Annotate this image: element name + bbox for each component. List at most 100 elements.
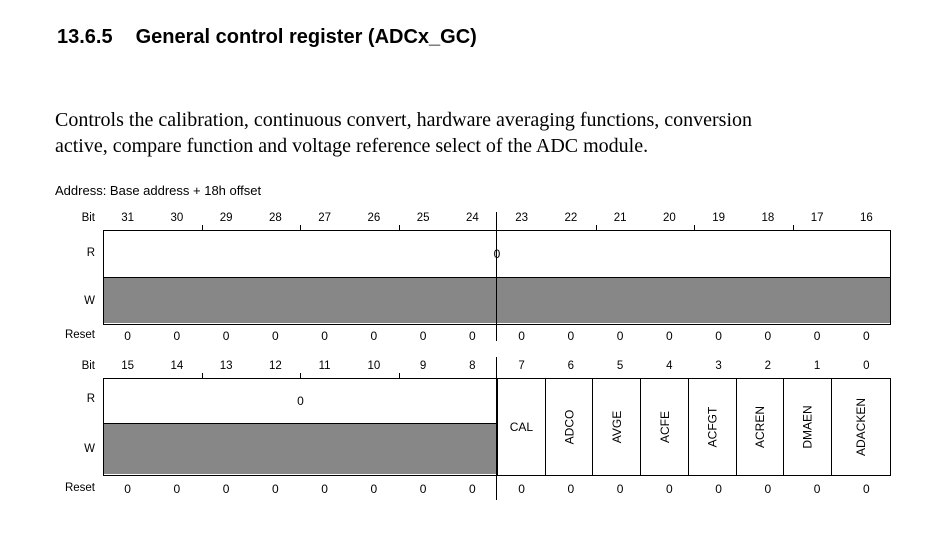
reset-value: 0 [419, 482, 427, 496]
bit-number: 8 [469, 360, 476, 372]
field-cell: ACFE [640, 379, 688, 475]
reset-value: 0 [863, 482, 870, 496]
bit-number: 2 [764, 360, 772, 372]
reset-value: 0 [419, 329, 427, 343]
reset-value: 0 [469, 482, 476, 496]
lower-byte-divider-line [496, 357, 497, 500]
reset-value: 0 [124, 482, 131, 496]
upper-bit-numbers: 31 30 29 28 27 26 25 24 23 22 21 20 19 18 17 16 [103, 212, 891, 224]
bit-number: 30 [170, 212, 184, 224]
bit-number: 3 [715, 360, 722, 372]
field-label: ADACKEN [854, 397, 869, 457]
reset-value: 0 [863, 329, 870, 343]
upper-register-box: 0 [103, 230, 891, 325]
bit-number: 28 [268, 212, 282, 224]
lower-write-row-label: W [84, 443, 95, 455]
bit-number: 12 [268, 360, 282, 372]
reset-value: 0 [567, 329, 575, 343]
field-cell: ADCO [544, 379, 593, 475]
lower-bit-row-label: Bit [81, 360, 95, 372]
lower-bit-fields: CAL ADCO AVGE ACFE ACFGT ACREN DMAEN ADACKEN [497, 379, 891, 475]
section-heading: 13.6.5 General control register (ADCx_GC) [57, 26, 477, 49]
address-line: Address: Base address + 18h offset [55, 183, 262, 198]
section-number: 13.6.5 [57, 26, 113, 48]
bit-number: 23 [515, 212, 529, 224]
bit-number: 0 [863, 360, 870, 372]
reset-value: 0 [124, 329, 131, 343]
field-label: ACREN [752, 405, 767, 449]
reset-value: 0 [370, 482, 378, 496]
upper-reset-values: 0 0 0 0 0 0 0 0 0 0 0 0 0 0 0 0 [103, 329, 891, 343]
reset-value: 0 [666, 329, 673, 343]
bit-number: 4 [666, 360, 673, 372]
field-label: CAL [509, 420, 534, 434]
bit-number: 24 [465, 212, 479, 224]
upper-byte-divider-line [496, 212, 497, 341]
reset-value: 0 [272, 329, 279, 343]
reset-value: 0 [666, 482, 673, 496]
bit-number: 1 [813, 360, 821, 372]
upper-reset-row-label: Reset [64, 329, 95, 341]
upper-read-band: 0 [104, 231, 890, 277]
reset-value: 0 [321, 482, 328, 496]
bit-number: 10 [367, 360, 381, 372]
reset-value: 0 [518, 482, 525, 496]
bit-number: 15 [121, 360, 135, 372]
lower-register-box: 0 CAL ADCO AVGE ACFE ACFGT ACREN DMAEN ADACKEN [103, 378, 891, 476]
field-label: ADCO [562, 409, 577, 445]
bit-number: 11 [318, 360, 331, 372]
reset-value: 0 [469, 329, 476, 343]
upper-read-row-label: R [86, 247, 95, 259]
reset-value: 0 [715, 329, 722, 343]
bit-number: 26 [367, 212, 381, 224]
reset-value: 0 [567, 482, 575, 496]
description-line-2: active, compare function and voltage ref… [55, 135, 649, 157]
lower-reset-values: 0 0 0 0 0 0 0 0 0 0 0 0 0 0 0 0 [103, 482, 891, 496]
lower-reserved-half: 0 [104, 379, 497, 475]
bit-number: 31 [121, 212, 135, 224]
field-cell: ADACKEN [831, 379, 891, 475]
description-paragraph: Controls the calibration, continuous con… [55, 107, 752, 159]
bit-tick-mark [694, 225, 695, 230]
reset-value: 0 [321, 329, 328, 343]
section-title: General control register (ADCx_GC) [135, 26, 477, 48]
lower-read-band: 0 [104, 379, 497, 423]
bit-tick-mark [201, 225, 203, 230]
reset-value: 0 [518, 329, 525, 343]
reset-value: 0 [222, 482, 230, 496]
bit-number: 18 [761, 212, 775, 224]
lower-bit-numbers: 15 14 13 12 11 10 9 8 7 6 5 4 3 2 1 0 [103, 360, 891, 372]
reset-value: 0 [173, 329, 181, 343]
bit-tick-mark [595, 225, 597, 230]
bit-tick-mark [300, 373, 301, 378]
field-cell: AVGE [592, 379, 641, 475]
lower-read-value: 0 [297, 393, 304, 408]
field-cell: CAL [498, 379, 545, 475]
reset-value: 0 [272, 482, 279, 496]
reset-value: 0 [616, 329, 624, 343]
reset-value: 0 [222, 329, 230, 343]
field-label: DMAEN [800, 405, 815, 449]
field-label: ACFE [657, 410, 672, 444]
upper-bit-row-label: Bit [81, 212, 95, 224]
bit-number: 21 [613, 212, 627, 224]
bit-number: 27 [318, 212, 332, 224]
lower-reset-row-label: Reset [64, 482, 95, 494]
field-cell: DMAEN [783, 379, 832, 475]
bit-tick-mark [398, 225, 400, 230]
bit-number: 20 [662, 212, 676, 224]
lower-read-row-label: R [86, 393, 95, 405]
bit-number: 22 [564, 212, 578, 224]
bit-number: 9 [419, 360, 427, 372]
bit-number: 7 [518, 360, 525, 372]
bit-tick-mark [792, 225, 794, 230]
field-cell: ACREN [735, 379, 784, 475]
bit-number: 5 [616, 360, 624, 372]
bit-number: 25 [416, 212, 430, 224]
reset-value: 0 [173, 482, 181, 496]
field-label: ACFGT [705, 406, 720, 448]
bit-number: 19 [712, 212, 726, 224]
upper-write-row-label: W [84, 295, 95, 307]
bit-tick-mark [398, 373, 400, 378]
